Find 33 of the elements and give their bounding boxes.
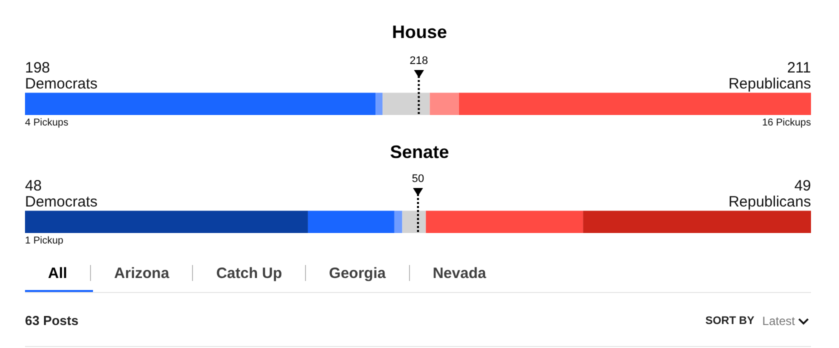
text: 16 Pickups xyxy=(762,118,811,128)
bar xyxy=(430,92,459,115)
bar xyxy=(583,210,811,233)
text: Arizona xyxy=(113,264,170,282)
text: All xyxy=(47,264,68,282)
bar xyxy=(25,210,308,233)
text: Democrats xyxy=(25,76,98,92)
text: Georgia xyxy=(328,264,387,282)
text: Republicans xyxy=(728,194,811,210)
text: 198 xyxy=(25,60,50,76)
text: 4 Pickups xyxy=(25,118,68,128)
text: SORT BY xyxy=(705,315,754,327)
bar xyxy=(402,210,426,233)
bar xyxy=(458,92,811,115)
text: 211 xyxy=(787,60,811,76)
bar xyxy=(308,210,394,233)
bar xyxy=(426,210,584,233)
text: 49 xyxy=(794,178,811,194)
bar xyxy=(394,210,402,233)
text: 218 xyxy=(410,55,428,67)
text: Catch Up xyxy=(215,264,284,282)
bar xyxy=(376,92,383,115)
text: Nevada xyxy=(432,264,488,282)
text: 50 xyxy=(412,173,424,185)
text: Latest xyxy=(762,314,795,328)
text: 48 xyxy=(25,178,42,194)
text: Republicans xyxy=(728,76,811,92)
text: Democrats xyxy=(25,194,98,210)
chart-title: Senate xyxy=(390,142,450,162)
bar xyxy=(382,92,430,115)
bar xyxy=(25,92,376,115)
text: 63 Posts xyxy=(25,313,78,328)
chart-title: House xyxy=(392,22,448,42)
